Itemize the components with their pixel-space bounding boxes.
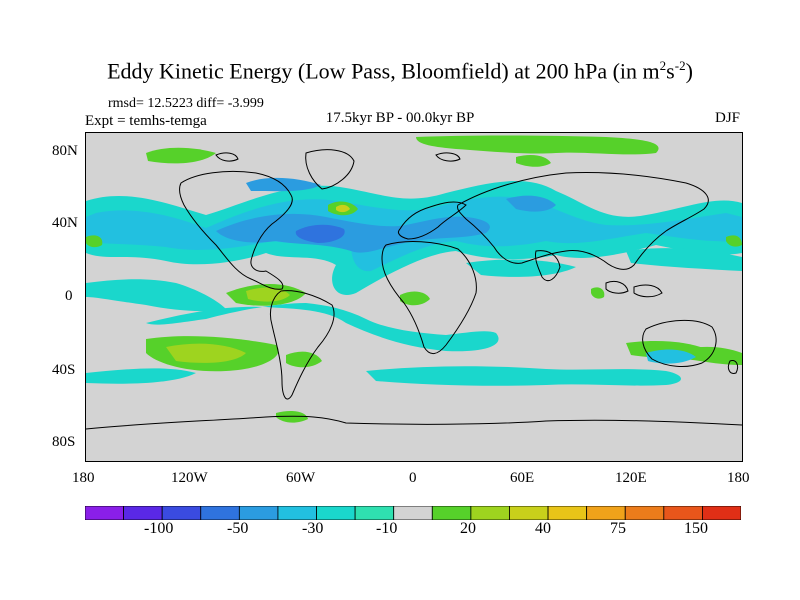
colorbar-swatch [586,506,626,520]
lon-tick-120w: 120W [171,470,208,486]
colorbar-label: 150 [684,520,708,537]
colorbar-swatch [85,506,124,520]
colorbar-swatch [702,506,741,520]
lon-tick-180e: 180 [727,470,750,486]
lat-tick-eq: 0 [65,288,73,304]
rmsd-stats: rmsd= 12.5223 diff= -3.999 [108,96,264,111]
colorbar-label: -10 [376,520,398,537]
colorbar-swatch [354,506,395,520]
colorbar-label: 75 [610,520,626,537]
colorbar-swatch [470,506,510,520]
lon-tick-0: 0 [409,470,417,486]
colorbar-label: 40 [535,520,551,537]
colorbar-label: -30 [302,520,324,537]
colorbar-swatch [624,506,665,520]
lon-tick-60e: 60E [510,470,535,486]
lon-tick-120e: 120E [615,470,647,486]
lon-tick-60w: 60W [286,470,316,486]
lat-tick-80s: 80S [52,434,76,450]
season-label: DJF [714,110,740,126]
lat-tick-80n: 80N [52,143,78,159]
lon-tick-180w: 180 [72,470,95,486]
colorbar [85,506,741,520]
colorbar-swatch [200,506,240,520]
coastlines [86,149,742,430]
lat-tick-40s: 40S [52,362,76,378]
colorbar-swatch [431,506,472,520]
colorbar-swatch [393,506,433,520]
map-title: Eddy Kinetic Energy (Low Pass, Bloomfiel… [107,58,693,84]
colorbar-swatch [123,506,163,520]
colorbar-swatch [316,506,356,520]
period-label: 17.5kyr BP - 00.0kyr BP [325,110,475,126]
lat-tick-40n: 40N [52,215,78,231]
colorbar-swatch [509,506,549,520]
colorbar-swatch [277,506,317,520]
colorbar-swatch [547,506,588,520]
colorbar-label: -50 [227,520,249,537]
colorbar-swatch [663,506,703,520]
colorbar-swatch [238,506,279,520]
colorbar-swatch [161,506,202,520]
map-field [86,133,742,461]
experiment-label: Expt = temhs-temga [85,113,207,129]
map-panel [85,132,743,462]
colorbar-label: 20 [460,520,476,537]
colorbar-label: -100 [144,520,174,537]
